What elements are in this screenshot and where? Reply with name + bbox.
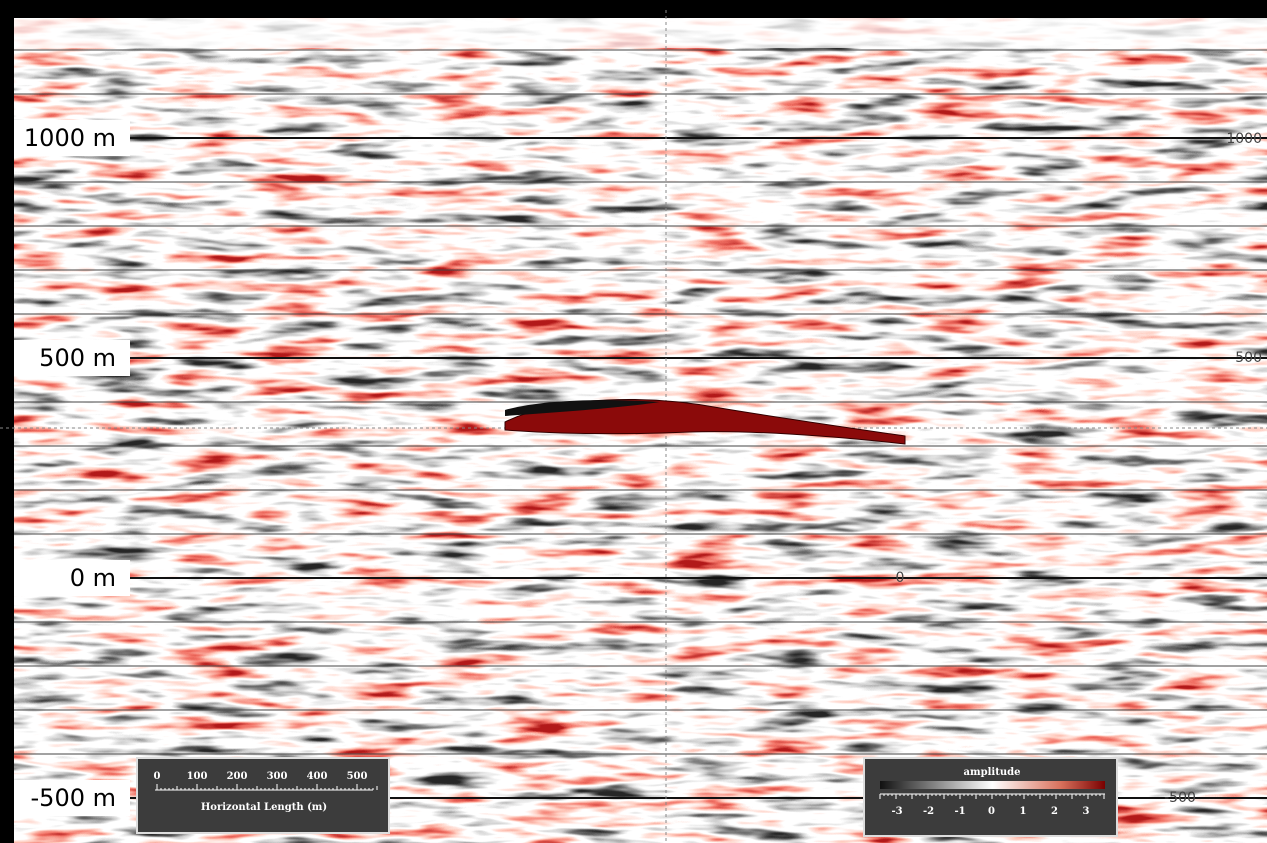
scale-tick-label: 400 xyxy=(307,771,328,782)
colorbar-tick-label: -2 xyxy=(923,806,934,817)
depth-label-right: 1000 xyxy=(1226,131,1262,147)
depth-label-right: -500 xyxy=(1164,790,1196,806)
scale-tick-label: 0 xyxy=(154,771,161,782)
seismic-view: 1000 m 500 m 0 m -500 m 1000 500 0 -500 … xyxy=(0,0,1267,843)
depth-label: 1000 m xyxy=(24,124,116,152)
colorbar-tick-label: 0 xyxy=(988,806,995,817)
top-fade xyxy=(14,18,1267,48)
depth-label: 0 m xyxy=(70,564,116,592)
colorbar-tick-label: 3 xyxy=(1083,806,1090,817)
depth-label-right: 500 xyxy=(1235,350,1262,366)
colorbar-tick-label: 1 xyxy=(1020,806,1027,817)
colorbar-gradient xyxy=(880,781,1105,789)
depth-label-right: 0 xyxy=(896,570,905,586)
scale-bar: Horizontal Length (m) 0 100 200 300 400 500 xyxy=(137,758,389,833)
scale-tick-label: 100 xyxy=(187,771,208,782)
page: 1000 m 500 m 0 m -500 m 1000 500 0 -500 … xyxy=(0,0,1267,843)
depth-label: -500 m xyxy=(31,784,116,812)
scale-tick-label: 200 xyxy=(227,771,248,782)
scale-tick-label: 300 xyxy=(267,771,288,782)
colorbar-tick-label: -3 xyxy=(891,806,902,817)
scale-tick-label: 500 xyxy=(347,771,368,782)
scale-title: Horizontal Length (m) xyxy=(201,802,327,813)
colorbar-tick-label: -1 xyxy=(954,806,965,817)
color-bar: amplitude -3 -2 -1 0 1 2 3 xyxy=(864,758,1117,836)
depth-label: 500 m xyxy=(39,344,116,372)
scale-box xyxy=(137,758,389,833)
colorbar-tick-label: 2 xyxy=(1051,806,1058,817)
colorbar-title: amplitude xyxy=(964,767,1021,778)
